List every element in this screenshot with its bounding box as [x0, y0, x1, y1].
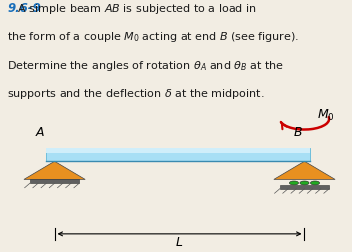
- Text: 9.6-9: 9.6-9: [7, 2, 41, 15]
- Polygon shape: [274, 161, 335, 179]
- Text: $M_0$: $M_0$: [317, 108, 335, 123]
- Text: Determine the angles of rotation $\theta_A$ and $\theta_B$ at the: Determine the angles of rotation $\theta…: [7, 59, 284, 73]
- Text: A simple beam $AB$ is subjected to a load in: A simple beam $AB$ is subjected to a loa…: [7, 2, 257, 16]
- Bar: [46, 148, 310, 161]
- Text: $L$: $L$: [175, 236, 184, 249]
- Text: the form of a couple $M_0$ acting at end $B$ (see figure).: the form of a couple $M_0$ acting at end…: [7, 30, 299, 45]
- Circle shape: [310, 181, 320, 185]
- Bar: [30, 179, 79, 183]
- Polygon shape: [24, 161, 85, 179]
- Circle shape: [300, 181, 309, 185]
- Bar: [46, 148, 310, 153]
- Circle shape: [289, 181, 298, 185]
- Text: $A$: $A$: [35, 125, 46, 139]
- Bar: [280, 185, 329, 189]
- Text: $B$: $B$: [293, 125, 302, 139]
- Text: supports and the deflection $\delta$ at the midpoint.: supports and the deflection $\delta$ at …: [7, 87, 265, 101]
